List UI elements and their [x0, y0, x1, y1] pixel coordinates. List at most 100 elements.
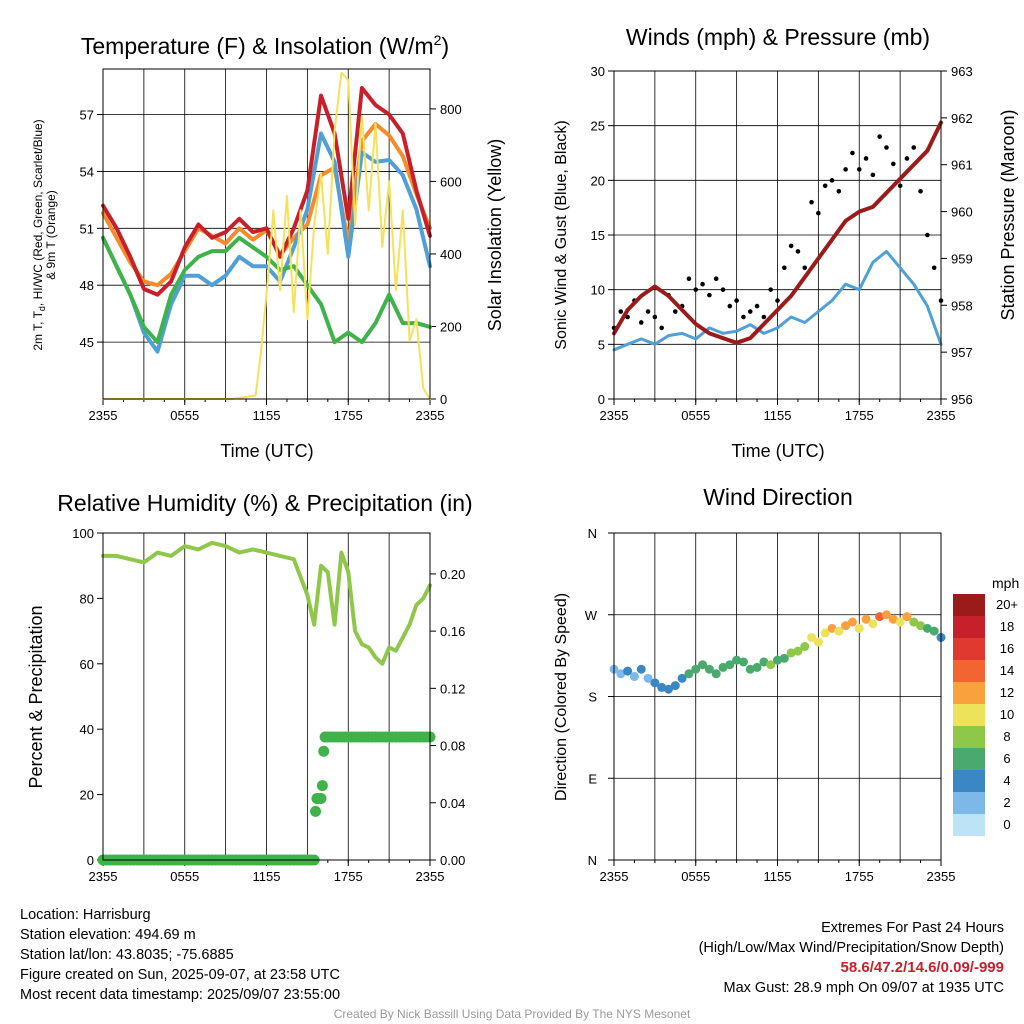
gust-point — [925, 232, 930, 238]
latlon-text: Station lat/lon: 43.8035; -75.6885 — [20, 947, 234, 963]
gust-point — [809, 199, 814, 205]
gust-point — [816, 210, 821, 216]
direction-point — [684, 669, 694, 679]
gust-point — [775, 298, 780, 303]
gust-point — [782, 265, 787, 271]
wind-direction-plot-frame — [613, 532, 942, 861]
legend-swatch — [953, 682, 985, 704]
extremes-title: Extremes For Past 24 Hours — [821, 920, 1004, 936]
gust-point — [707, 292, 712, 298]
gust-point — [693, 287, 699, 292]
winds-plot-frame — [613, 70, 942, 400]
temperature-series-2 — [101, 235, 432, 345]
extremes-subtitle: (High/Low/Max Wind/Precipitation/Snow De… — [698, 940, 1004, 956]
direction-point — [841, 621, 851, 631]
y2-tick-label: 0 — [440, 392, 447, 407]
gust-point — [659, 325, 664, 331]
gust-point — [884, 145, 889, 150]
y2-tick-label: 961 — [951, 158, 973, 173]
gust-point — [802, 265, 808, 271]
direction-point — [623, 666, 633, 676]
y-tick-label: 80 — [80, 591, 94, 606]
winds-chart-title: Winds (mph) & Pressure (mb) — [626, 24, 930, 50]
temperature-series-4 — [102, 71, 431, 400]
gust-point — [829, 178, 835, 183]
x-tick-label: 1155 — [764, 869, 792, 884]
y-tick-label: 0 — [598, 392, 605, 407]
precip-point — [316, 780, 328, 792]
gust-point — [713, 276, 719, 282]
direction-point — [895, 617, 905, 627]
temperature-plot-frame — [102, 68, 431, 400]
legend-swatch — [953, 748, 985, 770]
y2-tick-label: 600 — [440, 174, 462, 189]
legend-swatch — [953, 594, 985, 616]
y-tick-label: 51 — [80, 221, 94, 236]
direction-point — [643, 673, 653, 683]
temperature-y2label: Solar Insolation (Yellow) — [485, 139, 505, 331]
elevation-text: Station elevation: 494.69 m — [20, 927, 196, 943]
y2-tick-label: 0.20 — [440, 567, 465, 582]
direction-point — [909, 617, 919, 627]
gust-point — [863, 156, 869, 161]
legend-label: 6 — [1003, 751, 1010, 766]
location-text: Location: Harrisburg — [20, 907, 151, 923]
humidity-plot-frame — [102, 532, 431, 861]
direction-point — [847, 617, 857, 627]
humidity-series — [101, 540, 432, 666]
x-tick-label: 2355 — [600, 869, 629, 884]
y-tick-label: 5 — [598, 337, 605, 352]
legend-label: 2 — [1003, 795, 1010, 810]
gust-point — [747, 309, 753, 314]
direction-point — [786, 648, 796, 658]
y2-tick-label: 0.08 — [440, 739, 465, 754]
y2-tick-label: 963 — [951, 64, 973, 79]
humidity-chart-title: Relative Humidity (%) & Precipitation (i… — [57, 490, 472, 516]
direction-point — [752, 662, 762, 672]
x-tick-label: 2355 — [600, 408, 629, 423]
y2-tick-label: 959 — [951, 251, 973, 266]
y-tick-label: 48 — [80, 278, 94, 293]
x-tick-label: 0555 — [170, 869, 199, 884]
direction-point — [861, 614, 871, 624]
y-tick-label: 40 — [80, 722, 94, 737]
station-info: Location: Harrisburg Station elevation: … — [20, 905, 340, 1005]
x-tick-label: 2355 — [416, 869, 445, 884]
temperature-series-3 — [101, 86, 432, 297]
gust-point — [618, 309, 624, 314]
direction-point — [766, 660, 776, 670]
svg-text:& 9m T (Orange): & 9m T (Orange) — [44, 190, 58, 280]
x-tick-label: 1755 — [845, 408, 874, 423]
created-text: Figure created on Sun, 2025-09-07, at 23… — [20, 967, 340, 983]
gust-point — [645, 309, 651, 314]
speed-legend-title: mph — [992, 575, 1019, 591]
x-tick-label: 0555 — [681, 408, 710, 423]
gust-point — [754, 303, 760, 309]
direction-point — [759, 657, 769, 667]
legend-swatch — [953, 792, 985, 814]
temperature-ylabel: 2m T, Td, HI/WC (Red, Green, Scarlet/Blu… — [31, 119, 58, 350]
precip-point — [315, 792, 327, 804]
gust-point — [768, 287, 773, 292]
y2-tick-label: 0.04 — [440, 796, 465, 811]
direction-point — [902, 612, 912, 622]
legend-swatch — [953, 616, 985, 638]
winds-series-2 — [612, 120, 943, 345]
y2-tick-label: 400 — [440, 247, 462, 262]
legend-label: 0 — [1003, 817, 1010, 832]
legend-label: 4 — [1003, 773, 1010, 788]
gust-point — [850, 150, 855, 156]
legend-label: 10 — [1000, 707, 1014, 722]
direction-point — [916, 621, 926, 631]
y-tick-label: 54 — [80, 164, 94, 179]
y2-tick-label: 0.16 — [440, 624, 465, 639]
x-tick-label: 1755 — [845, 869, 874, 884]
x-tick-label: 2355 — [416, 408, 445, 423]
direction-point — [922, 623, 932, 633]
y2-tick-label: 958 — [951, 298, 973, 313]
y2-tick-label: 0.00 — [440, 853, 465, 868]
direction-point — [636, 664, 646, 674]
y2-tick-label: 0.12 — [440, 681, 465, 696]
extremes-info: Extremes For Past 24 Hours (High/Low/Max… — [699, 918, 1004, 998]
